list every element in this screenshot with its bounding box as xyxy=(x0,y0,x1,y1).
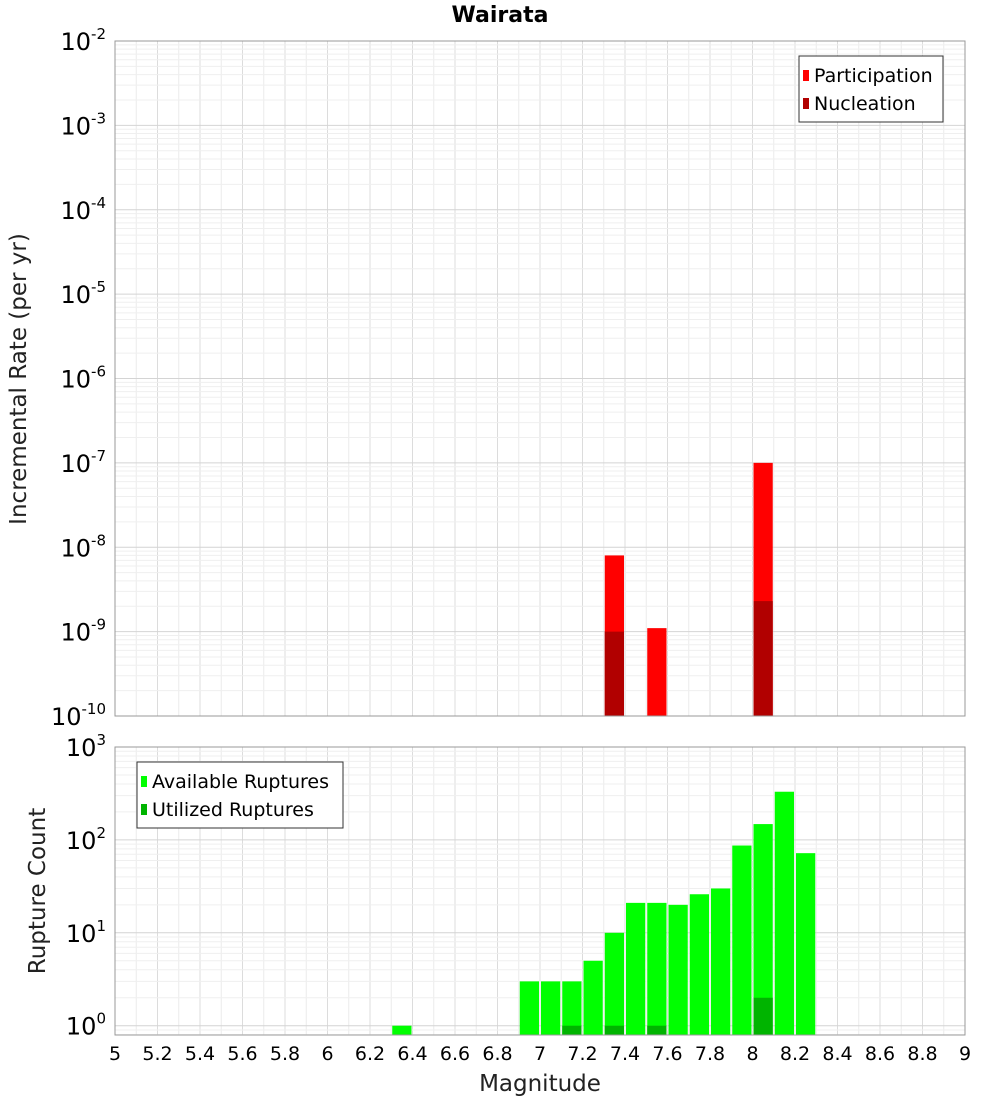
y-tick-label: 103 xyxy=(66,731,106,762)
x-tick-label: 7.6 xyxy=(652,1043,682,1065)
bar-nucleation xyxy=(753,601,773,716)
y-tick-label: 10-9 xyxy=(60,616,106,647)
bar-available-ruptures xyxy=(774,791,794,1035)
bottom-legend: Available Ruptures Utilized Ruptures xyxy=(136,761,344,829)
legend-swatch xyxy=(803,70,809,81)
y-tick-label: 100 xyxy=(66,1010,106,1041)
x-tick-label: 6.4 xyxy=(397,1043,427,1065)
x-tick-label: 8.2 xyxy=(780,1043,810,1065)
bar-available-ruptures xyxy=(732,845,752,1035)
bar-participation xyxy=(647,628,667,716)
bar-utilized-ruptures xyxy=(562,1025,582,1035)
y-tick-label: 10-2 xyxy=(60,25,106,56)
top-y-axis-label: Incremental Rate (per yr) xyxy=(6,233,32,525)
bar-available-ruptures xyxy=(562,981,582,1035)
x-tick-label: 8.6 xyxy=(865,1043,895,1065)
legend-label: Available Ruptures xyxy=(152,771,329,793)
bar-available-ruptures xyxy=(626,902,646,1035)
x-tick-label: 8.8 xyxy=(907,1043,937,1065)
legend-label: Utilized Ruptures xyxy=(152,799,314,821)
bottom-grid xyxy=(115,747,965,1036)
bar-available-ruptures xyxy=(583,960,603,1035)
chart-title: Wairata xyxy=(452,3,549,28)
x-tick-label: 6 xyxy=(321,1043,333,1065)
x-tick-label: 7.8 xyxy=(695,1043,725,1065)
top-legend: Participation Nucleation xyxy=(798,55,944,123)
bottom-y-ticks: 100 101 102 103 xyxy=(66,731,106,1041)
y-tick-label: 10-8 xyxy=(60,531,106,562)
x-tick-label: 7 xyxy=(534,1043,546,1065)
legend-swatch xyxy=(803,98,809,109)
bar-nucleation xyxy=(604,631,624,716)
top-y-ticks: 10-10 10-9 10-8 10-7 10-6 10-5 10-4 10-3 10-2 xyxy=(51,25,106,731)
top-bars xyxy=(604,462,773,716)
top-grid xyxy=(115,41,965,717)
y-tick-label: 101 xyxy=(66,917,106,948)
bar-utilized-ruptures xyxy=(753,997,773,1035)
x-tick-label: 8.4 xyxy=(822,1043,852,1065)
bar-available-ruptures xyxy=(753,824,773,1035)
legend-label: Participation xyxy=(814,65,933,87)
legend-box xyxy=(798,55,944,123)
bar-available-ruptures xyxy=(711,888,731,1035)
y-tick-label: 10-6 xyxy=(60,363,106,394)
legend-label: Nucleation xyxy=(814,93,916,115)
y-tick-label: 102 xyxy=(66,824,106,855)
bottom-y-axis-label: Rupture Count xyxy=(25,808,51,974)
x-tick-label: 9 xyxy=(959,1043,971,1065)
legend-swatch xyxy=(141,804,147,815)
x-tick-label: 7.2 xyxy=(567,1043,597,1065)
bar-available-ruptures xyxy=(668,904,688,1035)
x-tick-label: 5.8 xyxy=(270,1043,300,1065)
bar-available-ruptures xyxy=(519,981,539,1035)
x-tick-label: 7.4 xyxy=(610,1043,640,1065)
x-ticks: 5 5.2 5.4 5.6 5.8 6 6.2 6.4 6.6 6.8 7 7.2 7.4 7.6 7.8 8… xyxy=(109,1043,971,1065)
x-tick-label: 5.4 xyxy=(185,1043,215,1065)
x-tick-label: 5.2 xyxy=(142,1043,172,1065)
bar-available-ruptures xyxy=(647,902,667,1035)
y-tick-label: 10-5 xyxy=(60,278,106,309)
x-tick-label: 5.6 xyxy=(227,1043,257,1065)
x-tick-label: 8 xyxy=(746,1043,758,1065)
y-tick-label: 10-3 xyxy=(60,109,106,140)
bar-available-ruptures xyxy=(604,932,624,1035)
bar-available-ruptures xyxy=(689,894,709,1035)
y-tick-label: 10-7 xyxy=(60,447,106,478)
legend-box xyxy=(136,761,344,829)
bar-available-ruptures xyxy=(796,853,816,1035)
top-plot-frame xyxy=(114,40,966,717)
x-tick-label: 5 xyxy=(109,1043,121,1065)
legend-swatch xyxy=(141,776,147,787)
y-tick-label: 10-10 xyxy=(51,700,106,731)
bar-utilized-ruptures xyxy=(647,1025,667,1035)
bottom-bars xyxy=(392,791,816,1035)
bar-available-ruptures xyxy=(392,1025,412,1035)
bar-utilized-ruptures xyxy=(604,1025,624,1035)
y-tick-label: 10-4 xyxy=(60,194,106,225)
x-tick-label: 6.8 xyxy=(482,1043,512,1065)
bottom-plot-frame xyxy=(114,746,966,1036)
x-tick-label: 6.2 xyxy=(355,1043,385,1065)
x-axis-label: Magnitude xyxy=(479,1071,601,1097)
bar-available-ruptures xyxy=(541,981,561,1035)
x-tick-label: 6.6 xyxy=(440,1043,470,1065)
